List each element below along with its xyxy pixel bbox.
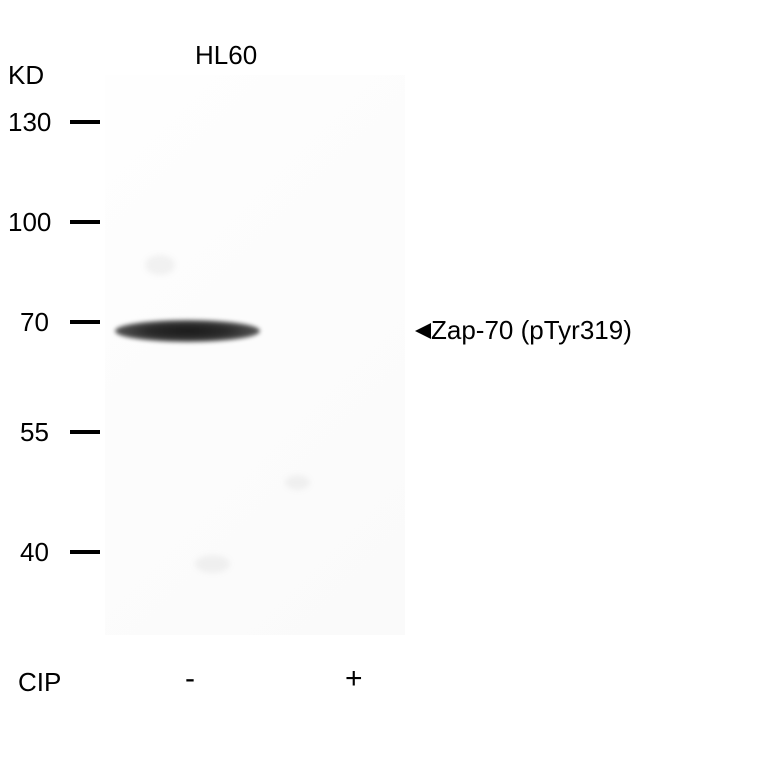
treatment-plus: + [345,662,363,696]
mw-marker-100: 100 [8,207,51,238]
target-arrow: Zap-70 (pTyr319) [415,315,632,346]
mw-marker-55: 55 [20,417,49,448]
mw-tick-100 [70,220,100,224]
blot-membrane-area [105,75,405,635]
kd-axis-label: KD [8,60,44,91]
mw-marker-70: 70 [20,307,49,338]
zap70-band-minus-lane [115,320,260,342]
mw-marker-130: 130 [8,107,51,138]
arrow-head-icon [415,323,431,339]
mw-marker-40: 40 [20,537,49,568]
treatment-label-cip: CIP [18,667,61,698]
sample-label-hl60: HL60 [195,40,257,71]
treatment-minus: - [185,662,195,696]
mw-tick-130 [70,120,100,124]
mw-tick-70 [70,320,100,324]
target-protein-label: Zap-70 (pTyr319) [431,315,632,346]
blot-container: KD HL60 130 100 70 55 40 Zap-70 (pTyr319… [0,0,764,764]
mw-tick-40 [70,550,100,554]
mw-tick-55 [70,430,100,434]
